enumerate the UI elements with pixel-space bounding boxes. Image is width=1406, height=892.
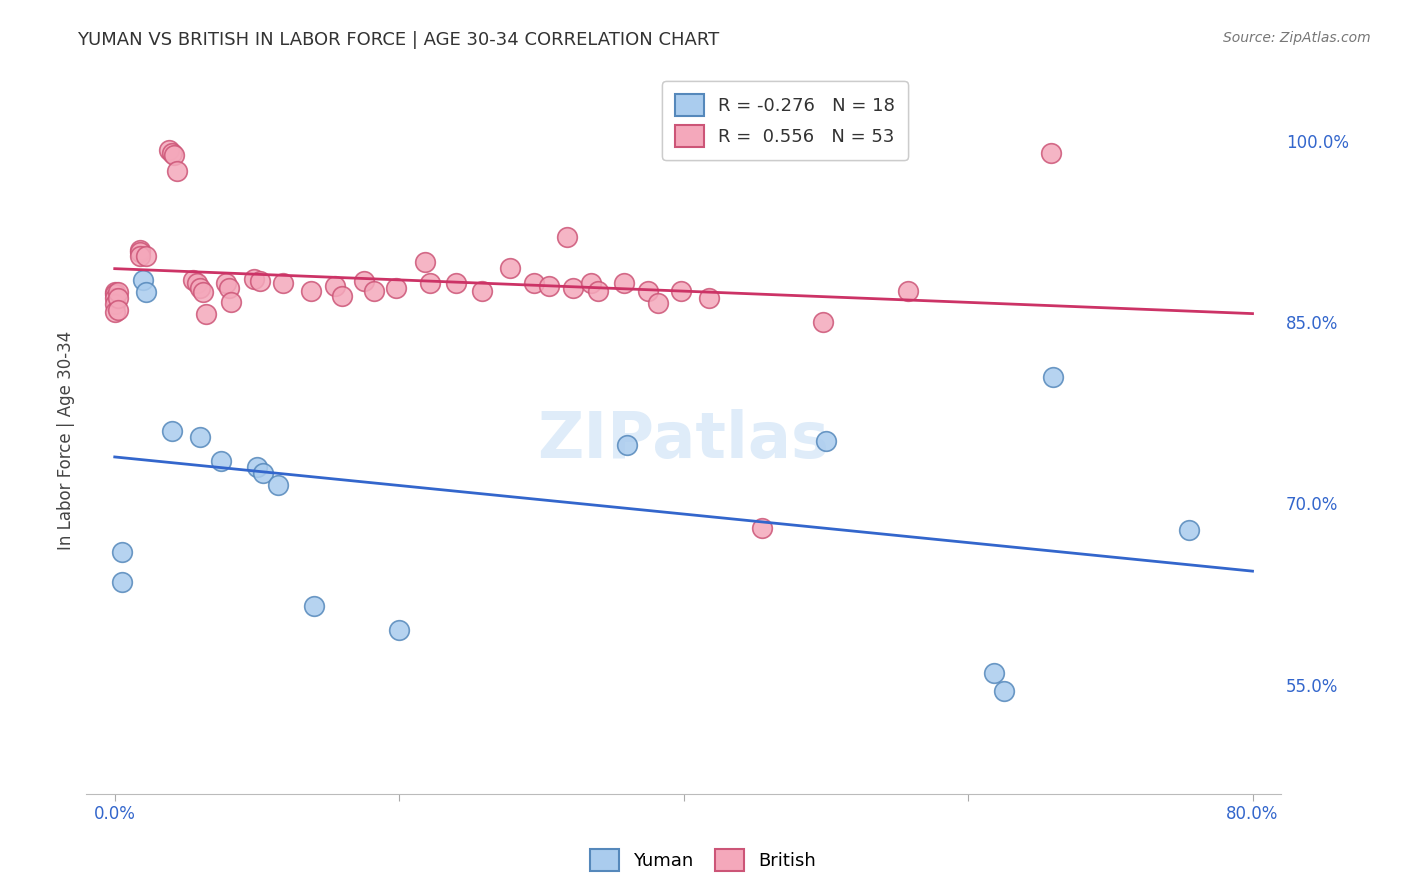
Point (647, 295, 669, 310)
Point (419, 277, 441, 291)
Y-axis label: In Labor Force | Age 30-34: In Labor Force | Age 30-34 (58, 330, 75, 549)
Point (111, 575, 134, 590)
Point (588, 284, 610, 298)
Point (129, 249, 152, 263)
Point (613, 277, 636, 291)
Point (157, 144, 180, 158)
Point (271, 277, 294, 291)
Point (897, 284, 920, 298)
Point (669, 284, 692, 298)
Point (135, 249, 157, 263)
Point (751, 521, 773, 535)
Point (523, 277, 546, 291)
Point (186, 277, 208, 291)
Point (104, 291, 127, 305)
Text: YUMAN VS BRITISH IN LABOR FORCE | AGE 30-34 CORRELATION CHART: YUMAN VS BRITISH IN LABOR FORCE | AGE 30… (77, 31, 720, 49)
Point (111, 545, 134, 559)
Point (616, 438, 638, 452)
Point (107, 303, 129, 318)
Point (413, 254, 436, 268)
Point (107, 291, 129, 305)
Point (330, 288, 353, 302)
Point (243, 271, 266, 285)
Point (160, 145, 183, 160)
Point (1039, 145, 1062, 160)
Point (323, 278, 346, 293)
Point (246, 460, 269, 475)
Text: ZIPatlas: ZIPatlas (537, 409, 830, 471)
Point (135, 285, 157, 299)
Point (388, 624, 411, 638)
Point (129, 245, 152, 260)
Point (163, 148, 186, 162)
Point (249, 274, 271, 288)
Point (129, 243, 152, 257)
Point (811, 315, 834, 329)
Point (302, 599, 325, 614)
Point (252, 467, 274, 481)
Point (561, 281, 583, 295)
Point (218, 281, 240, 295)
Point (983, 665, 1005, 680)
Point (194, 307, 217, 321)
Point (132, 273, 155, 287)
Point (188, 430, 211, 444)
Point (444, 277, 467, 291)
Point (107, 285, 129, 299)
Point (1042, 369, 1064, 384)
Point (363, 284, 385, 298)
Point (215, 277, 238, 291)
Point (104, 287, 127, 301)
Point (353, 274, 375, 288)
Point (181, 273, 204, 287)
Point (209, 454, 232, 468)
Point (267, 478, 290, 492)
Point (471, 284, 494, 298)
Point (104, 285, 127, 299)
Legend: R = -0.276   N = 18, R =  0.556   N = 53: R = -0.276 N = 18, R = 0.556 N = 53 (662, 81, 907, 160)
Point (499, 260, 522, 275)
Point (537, 278, 560, 293)
Point (385, 281, 408, 295)
Point (555, 230, 578, 244)
Legend: Yuman, British: Yuman, British (582, 842, 824, 879)
Point (1177, 523, 1199, 537)
Point (299, 284, 322, 298)
Point (814, 434, 837, 448)
Text: Source: ZipAtlas.com: Source: ZipAtlas.com (1223, 31, 1371, 45)
Point (166, 164, 188, 178)
Point (697, 291, 720, 305)
Point (579, 277, 602, 291)
Point (637, 284, 659, 298)
Point (191, 285, 214, 299)
Point (221, 294, 243, 309)
Point (104, 305, 127, 319)
Point (188, 281, 211, 295)
Point (160, 424, 183, 438)
Point (993, 684, 1015, 698)
Point (104, 297, 127, 311)
